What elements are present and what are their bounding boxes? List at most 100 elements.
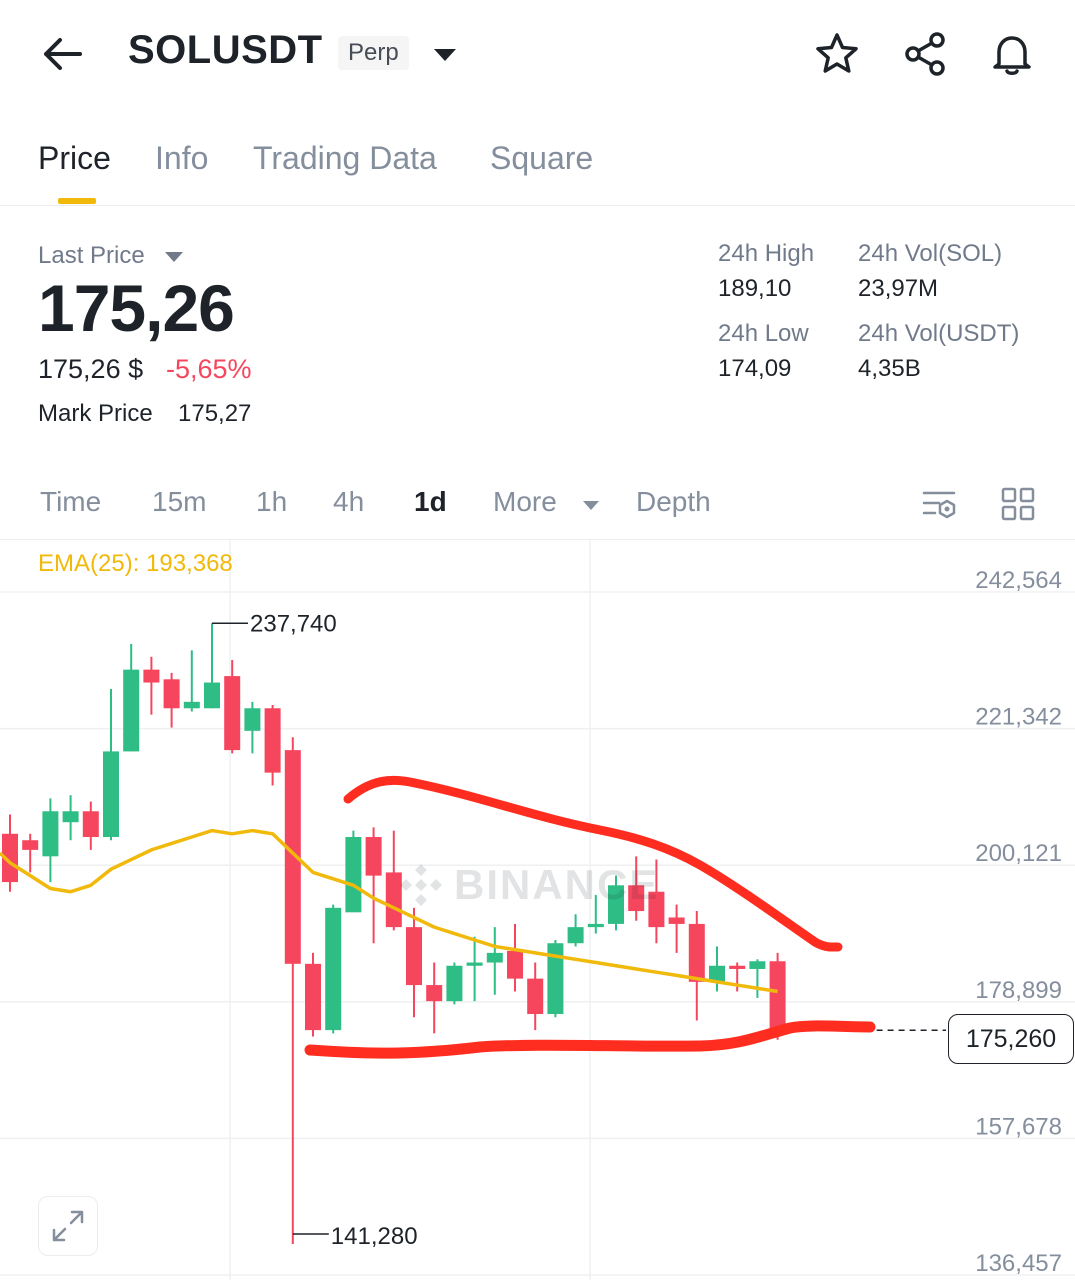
tab-info[interactable]: Info: [155, 140, 209, 176]
vol-usdt-label: 24h Vol(USDT): [858, 320, 1020, 347]
bell-icon[interactable]: [986, 28, 1038, 80]
mark-price-value: 175,27: [178, 400, 252, 427]
tab-square[interactable]: Square: [490, 140, 594, 176]
interval-more[interactable]: More: [493, 486, 557, 517]
caret-down-icon[interactable]: [430, 40, 460, 70]
candle-body: [608, 885, 624, 924]
candle-body: [729, 965, 746, 969]
y-axis-tick-label: 242,564: [975, 567, 1062, 594]
top-bar: SOLUSDT Perp: [0, 0, 1075, 105]
high-24h-value: 189,10: [718, 275, 792, 302]
low-24h-value: 174,09: [718, 355, 792, 382]
y-axis-tick-label: 221,342: [975, 704, 1062, 731]
main-tabs: Price Info Trading Data Square: [0, 130, 1075, 206]
candle-body: [648, 891, 665, 928]
last-price-label[interactable]: Last Price: [38, 242, 145, 269]
interval-1h[interactable]: 1h: [256, 486, 288, 517]
tab-trading-data[interactable]: Trading Data: [253, 140, 437, 176]
grid-layout-icon[interactable]: [996, 482, 1040, 526]
candle-body: [688, 923, 705, 982]
candle-body: [244, 708, 261, 731]
candle-body: [143, 669, 160, 683]
binance-watermark: BINANCE: [396, 860, 659, 910]
y-axis-tick-label: 178,899: [975, 977, 1062, 1004]
high-24h-label: 24h High: [718, 240, 815, 267]
contract-type-badge: Perp: [338, 36, 409, 70]
vol-sol-value: 23,97M: [858, 275, 939, 302]
candle-body: [406, 927, 422, 986]
candle-body: [42, 811, 59, 857]
vol-sol-label: 24h Vol(SOL): [858, 240, 1003, 267]
candle-body: [628, 885, 645, 912]
y-axis-tick-label: 157,678: [975, 1113, 1062, 1140]
candle-body: [82, 811, 99, 838]
low-price-label: 141,280: [331, 1223, 418, 1250]
usd-price: 175,26 $: [38, 354, 144, 384]
y-axis-tick-label: 200,121: [975, 840, 1062, 867]
candle-body: [163, 679, 180, 709]
candle-body: [486, 952, 503, 963]
caret-down-icon[interactable]: [582, 498, 600, 516]
y-axis-tick-label: 136,457: [975, 1250, 1062, 1277]
candle-body: [123, 669, 140, 752]
interval-depth[interactable]: Depth: [636, 486, 711, 517]
star-icon[interactable]: [811, 28, 863, 80]
indicator-settings-icon[interactable]: [918, 482, 962, 526]
vol-usdt-value: 4,35B: [858, 355, 921, 382]
candle-body: [305, 963, 321, 1031]
candle-body: [587, 923, 604, 928]
low-24h-label: 24h Low: [718, 320, 809, 347]
binance-logo-icon: [400, 864, 442, 906]
resistance-trendline: [343, 775, 843, 952]
ema-indicator-label: EMA(25): 193,368: [38, 550, 233, 577]
candlestick-chart[interactable]: 242,564 221,342 200,121 178,899 157,678 136,4…: [0, 540, 1075, 1280]
tab-price[interactable]: Price: [38, 140, 111, 176]
last-price: 175,26: [38, 271, 235, 345]
candle-body: [769, 961, 786, 1035]
candle-body: [466, 962, 483, 966]
candle-body: [284, 750, 301, 964]
support-trendline: [304, 1020, 876, 1059]
candle-body: [385, 872, 402, 928]
candle-body: [709, 965, 725, 982]
candle-body: [446, 965, 463, 1002]
interval-time[interactable]: Time: [40, 486, 102, 517]
interval-1d[interactable]: 1d: [414, 486, 447, 517]
back-arrow-icon[interactable]: [36, 28, 88, 80]
candle-body: [507, 950, 523, 979]
mark-price-label: Mark Price: [38, 400, 153, 427]
interval-bar: Time 15m 1h 4h 1d More Depth: [0, 470, 1075, 540]
candle-body: [527, 978, 544, 1015]
expand-icon: [52, 1210, 84, 1242]
price-summary: Last Price 175,26 175,26 $ -5,65% Mark P…: [0, 230, 1075, 440]
candle-body: [345, 837, 362, 913]
watermark-text: BINANCE: [454, 861, 660, 908]
candle-body: [567, 927, 584, 944]
symbol-title[interactable]: SOLUSDT: [128, 28, 323, 72]
interval-15m[interactable]: 15m: [152, 486, 207, 517]
chart-canvas: 242,564 221,342 200,121 178,899 157,678 136,4…: [0, 540, 1075, 1280]
candle-body: [103, 751, 119, 838]
candle-body: [22, 840, 39, 850]
current-price-tag: 175,260: [948, 1014, 1074, 1064]
candle-body: [224, 676, 241, 751]
candle-body: [264, 708, 281, 773]
interval-4h[interactable]: 4h: [333, 486, 365, 517]
candle-body: [2, 833, 18, 883]
candle-body: [325, 907, 342, 1031]
active-tab-indicator: [58, 198, 96, 204]
candle-body: [547, 943, 564, 1015]
price-change-percent: -5,65%: [166, 354, 252, 384]
candle-body: [204, 682, 220, 709]
candle-body: [426, 985, 443, 1002]
expand-chart-button[interactable]: [38, 1196, 98, 1256]
caret-down-icon[interactable]: [164, 250, 184, 268]
candle-body: [749, 961, 766, 969]
candle-body: [62, 811, 79, 823]
high-price-label: 237,740: [250, 610, 337, 637]
ema-line: [0, 828, 778, 994]
candle-body: [183, 701, 200, 709]
share-icon[interactable]: [899, 28, 951, 80]
candle-body: [365, 837, 382, 876]
candle-body: [668, 917, 685, 924]
